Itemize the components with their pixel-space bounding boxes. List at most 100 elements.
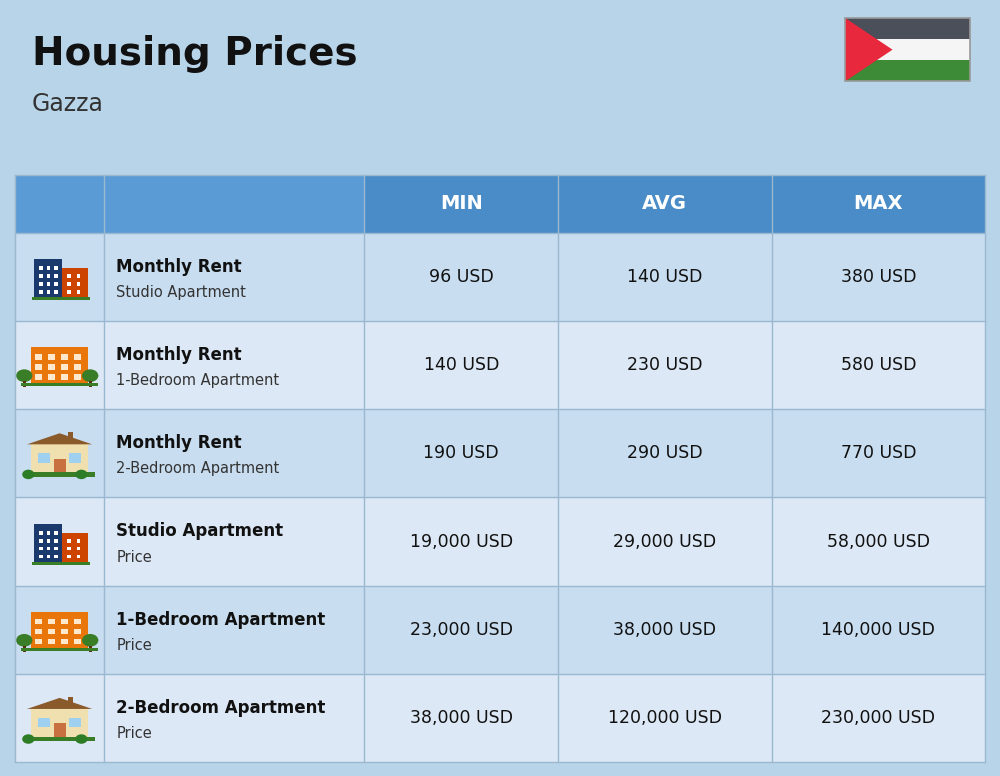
Text: Studio Apartment: Studio Apartment	[116, 522, 283, 540]
Text: Monthly Rent: Monthly Rent	[116, 346, 242, 364]
Bar	[67, 555, 71, 559]
Bar	[47, 555, 50, 559]
Bar	[54, 282, 58, 286]
Text: AVG: AVG	[642, 194, 687, 213]
Bar	[21, 383, 98, 386]
Bar	[47, 266, 50, 270]
Bar	[54, 459, 66, 473]
Bar	[61, 374, 68, 380]
Bar	[35, 618, 42, 625]
Bar	[35, 354, 42, 360]
Bar	[34, 259, 62, 299]
Text: Price: Price	[116, 726, 152, 741]
Text: 38,000 USD: 38,000 USD	[410, 709, 513, 727]
Text: 120,000 USD: 120,000 USD	[608, 709, 722, 727]
Bar	[47, 290, 50, 294]
Bar	[39, 539, 43, 542]
Bar	[31, 709, 88, 738]
FancyBboxPatch shape	[15, 586, 985, 674]
Bar	[34, 524, 62, 563]
Bar	[31, 347, 88, 385]
Text: 23,000 USD: 23,000 USD	[410, 621, 513, 639]
Circle shape	[22, 734, 34, 743]
Bar	[77, 274, 80, 278]
Bar	[54, 723, 66, 738]
Bar	[48, 639, 55, 645]
Text: 140,000 USD: 140,000 USD	[821, 621, 935, 639]
Bar	[89, 646, 92, 652]
Text: 29,000 USD: 29,000 USD	[613, 532, 716, 550]
Polygon shape	[27, 433, 92, 445]
Bar	[54, 531, 58, 535]
FancyBboxPatch shape	[772, 175, 985, 233]
Bar	[48, 629, 55, 635]
Bar	[54, 555, 58, 559]
Bar	[24, 473, 95, 476]
FancyBboxPatch shape	[15, 321, 985, 409]
Bar	[77, 547, 80, 550]
FancyBboxPatch shape	[15, 674, 985, 762]
Text: 290 USD: 290 USD	[627, 445, 703, 462]
Text: 58,000 USD: 58,000 USD	[827, 532, 930, 550]
Text: 190 USD: 190 USD	[423, 445, 499, 462]
Bar	[61, 618, 68, 625]
Bar	[35, 364, 42, 370]
Text: MIN: MIN	[440, 194, 483, 213]
Text: 2-Bedroom Apartment: 2-Bedroom Apartment	[116, 462, 279, 476]
Text: Price: Price	[116, 638, 152, 653]
Bar	[47, 282, 50, 286]
FancyBboxPatch shape	[845, 18, 970, 39]
Bar	[39, 531, 43, 535]
Circle shape	[82, 369, 98, 382]
Bar	[74, 354, 81, 360]
Bar	[67, 282, 71, 286]
Bar	[35, 374, 42, 380]
Bar	[77, 290, 80, 294]
Text: 140 USD: 140 USD	[627, 268, 703, 286]
Text: MAX: MAX	[854, 194, 903, 213]
Text: 230,000 USD: 230,000 USD	[821, 709, 935, 727]
Bar	[74, 618, 81, 625]
Bar	[39, 555, 43, 559]
FancyBboxPatch shape	[558, 175, 772, 233]
Bar	[39, 274, 43, 278]
Circle shape	[82, 634, 98, 646]
Bar	[48, 618, 55, 625]
Bar	[54, 547, 58, 550]
Bar	[67, 547, 71, 550]
Bar	[35, 639, 42, 645]
FancyBboxPatch shape	[845, 61, 970, 81]
Bar	[39, 290, 43, 294]
Bar	[74, 639, 81, 645]
FancyBboxPatch shape	[15, 233, 985, 321]
Bar	[77, 282, 80, 286]
Bar	[54, 266, 58, 270]
Text: Studio Apartment: Studio Apartment	[116, 285, 246, 300]
Bar	[39, 266, 43, 270]
Bar	[38, 718, 50, 727]
Bar	[23, 646, 26, 652]
Bar	[54, 274, 58, 278]
FancyBboxPatch shape	[15, 497, 985, 586]
Bar	[39, 547, 43, 550]
Bar	[68, 697, 73, 708]
Bar	[39, 282, 43, 286]
Bar	[47, 531, 50, 535]
Bar	[61, 639, 68, 645]
FancyBboxPatch shape	[364, 175, 558, 233]
Bar	[69, 453, 81, 462]
Bar	[67, 274, 71, 278]
Bar	[48, 354, 55, 360]
Bar	[21, 648, 98, 651]
Text: Gazza: Gazza	[32, 92, 104, 116]
Circle shape	[22, 469, 34, 479]
Bar	[47, 539, 50, 542]
Bar	[31, 611, 88, 650]
Text: 770 USD: 770 USD	[841, 445, 916, 462]
Bar	[74, 374, 81, 380]
Bar	[61, 354, 68, 360]
Text: 19,000 USD: 19,000 USD	[410, 532, 513, 550]
Text: Monthly Rent: Monthly Rent	[116, 258, 242, 275]
Bar	[31, 445, 88, 473]
Text: 2-Bedroom Apartment: 2-Bedroom Apartment	[116, 699, 326, 717]
